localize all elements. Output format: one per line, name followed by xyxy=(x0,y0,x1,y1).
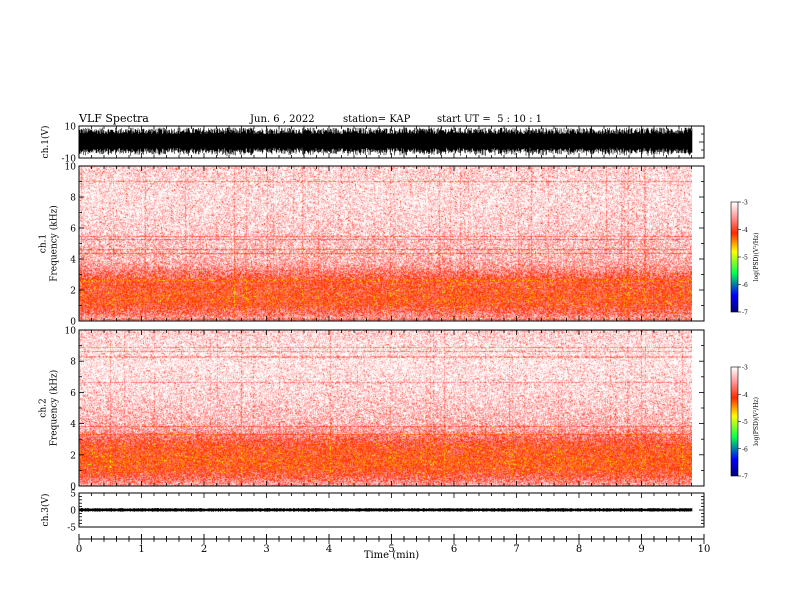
y-tick-label: 0 xyxy=(70,483,76,493)
ch1-waveform-trace xyxy=(78,127,693,157)
x-axis-label: Time (min) xyxy=(364,550,419,561)
y-tick-label: 10 xyxy=(65,163,77,173)
x-tick-label: 2 xyxy=(201,544,207,555)
y-tick-label: -10 xyxy=(62,155,77,165)
y-tick-label: 8 xyxy=(70,358,76,368)
x-ticks xyxy=(78,534,705,544)
ch3-waveform-trace xyxy=(78,508,693,512)
x-tick-label: 1 xyxy=(138,544,144,555)
y-tick-label: 10 xyxy=(65,123,77,133)
ch1-colorbar xyxy=(731,202,738,312)
y-tick-label: 0 xyxy=(70,507,76,517)
colorbar-tick-label: -3 xyxy=(742,200,748,207)
start-time-label: start UT = 5 : 10 : 1 xyxy=(437,114,543,125)
station-label: station= KAP xyxy=(343,114,411,125)
y-ticks xyxy=(79,125,704,159)
x-tick-label: 6 xyxy=(451,544,457,555)
ch1-spectrogram-image xyxy=(79,166,692,321)
x-ticks xyxy=(78,493,705,539)
y-tick-label: 6 xyxy=(70,225,76,235)
x-ticks xyxy=(78,166,705,321)
x-tick-label: 5 xyxy=(388,544,394,555)
date-label: Jun. 6 , 2022 xyxy=(250,114,315,125)
x-tick-label: 9 xyxy=(638,544,644,555)
x-ticks xyxy=(78,126,705,158)
y-ticks xyxy=(79,165,704,322)
y-tick-label: 5 xyxy=(70,490,76,500)
ch1-waveform-ylabel: ch.1(V) xyxy=(40,126,51,159)
y-tick-label: 6 xyxy=(70,389,76,399)
x-tick-label: 7 xyxy=(513,544,519,555)
colorbar-tick-label: -7 xyxy=(742,310,748,317)
y-tick-label: 2 xyxy=(70,451,76,461)
y-tick-label: 2 xyxy=(70,287,76,297)
x-tick-label: 0 xyxy=(76,544,82,555)
ch1-spectrogram-ylabel: ch.1Frequency (kHz) xyxy=(39,205,60,282)
x-tick-label: 8 xyxy=(576,544,582,555)
y-tick-label: 8 xyxy=(70,194,76,204)
y-tick-label: 10 xyxy=(65,327,77,337)
y-ticks xyxy=(79,492,704,528)
colorbar-tick-label: -4 xyxy=(742,392,748,399)
x-tick-label: 10 xyxy=(698,544,711,555)
colorbar-label: log(PSD)(V²/Hz) xyxy=(753,397,760,446)
x-tick-label: 3 xyxy=(263,544,269,555)
y-tick-label: 4 xyxy=(70,420,76,430)
y-ticks xyxy=(79,329,704,487)
colorbar-tick-label: -5 xyxy=(742,419,748,426)
chart-title: VLF Spectra xyxy=(79,112,149,125)
ch2-spectrogram-ylabel: ch.2Frequency (kHz) xyxy=(39,370,60,447)
colorbar-tick-label: -5 xyxy=(742,255,748,262)
colorbar-tick-label: -6 xyxy=(742,446,748,453)
ch2-colorbar xyxy=(731,367,738,476)
x-ticks xyxy=(78,330,705,486)
colorbar-tick-label: -7 xyxy=(742,474,748,481)
colorbar-label: log(PSD)(V²/Hz) xyxy=(753,233,760,282)
y-tick-label: 4 xyxy=(70,256,76,266)
x-tick-label: 4 xyxy=(326,544,332,555)
colorbar-tick-label: -3 xyxy=(742,365,748,372)
y-tick-label: -5 xyxy=(67,524,76,534)
colorbar-tick-label: -4 xyxy=(742,227,748,234)
ch3-waveform-ylabel: ch.3(V) xyxy=(40,494,51,527)
y-tick-label: 0 xyxy=(70,318,76,328)
colorbar-tick-label: -6 xyxy=(742,282,748,289)
ch2-spectrogram-image xyxy=(79,330,692,486)
